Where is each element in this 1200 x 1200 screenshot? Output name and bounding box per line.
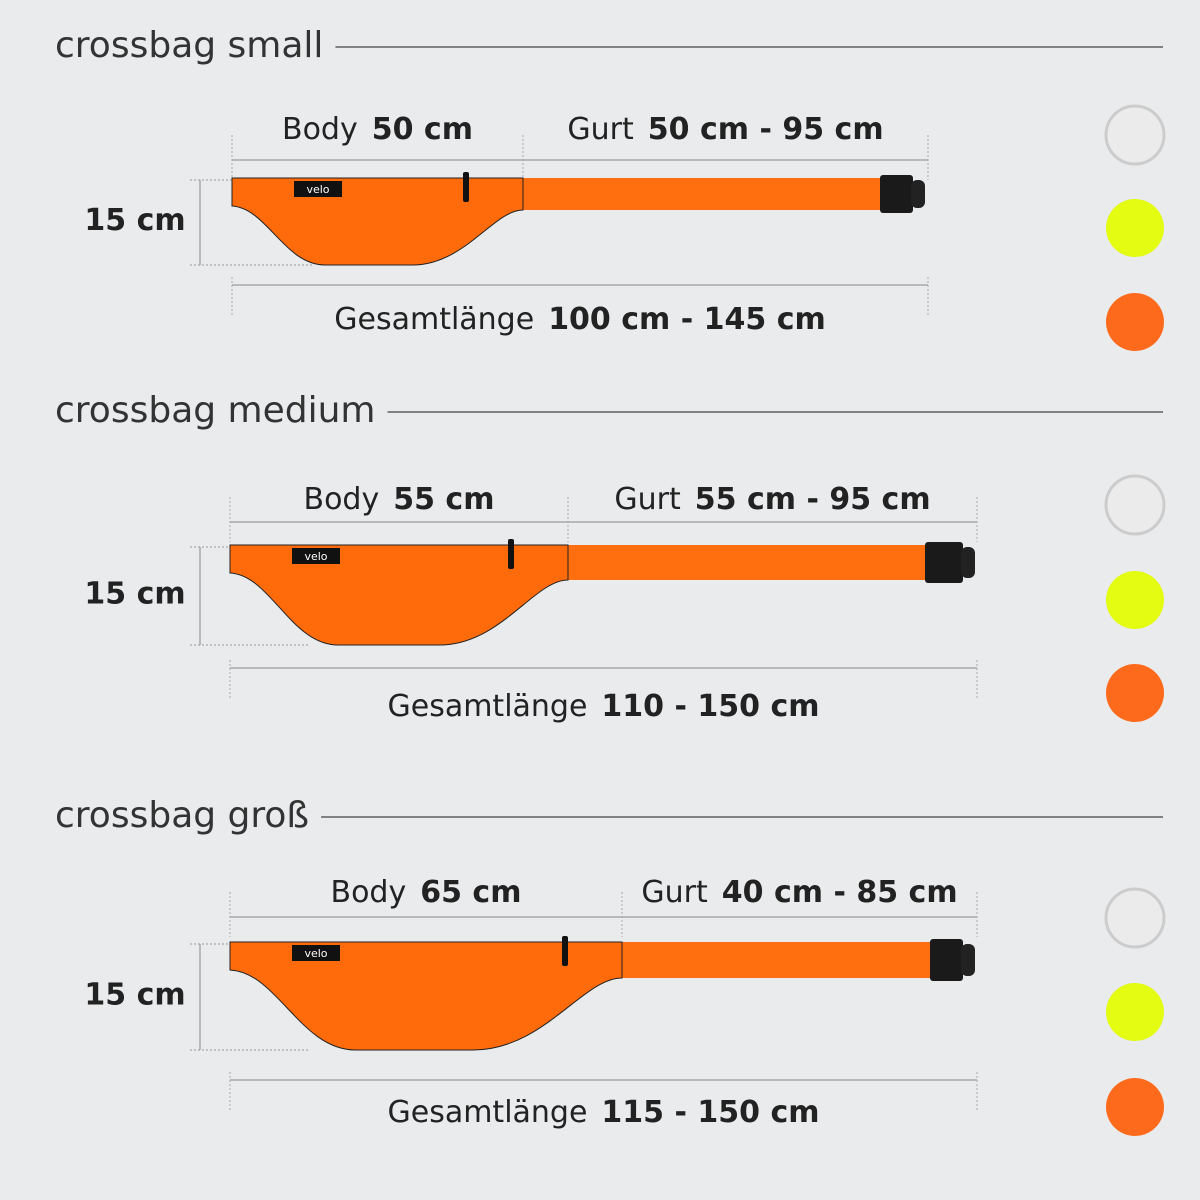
height-label: 15 cm: [84, 577, 185, 612]
logo: velo: [304, 947, 327, 960]
logo-tag: [292, 548, 340, 564]
label: Gesamtlänge: [334, 302, 534, 337]
label: Body: [331, 875, 407, 910]
logo: velo: [304, 550, 327, 563]
buckle-clip: [961, 547, 975, 578]
color-swatch[interactable]: [1106, 199, 1164, 257]
dimension-label: Body 65 cm: [331, 875, 522, 910]
label: Gesamtlänge: [387, 689, 587, 724]
label: Gurt: [567, 112, 634, 147]
section-title: crossbag small: [55, 25, 323, 66]
bag-body: [229, 544, 569, 646]
zipper-pull: [508, 539, 514, 569]
dimension-label: Gesamtlänge 115 - 150 cm: [387, 1095, 819, 1130]
dimension-label: Gurt 55 cm - 95 cm: [614, 482, 930, 517]
dimension-label: Body 50 cm: [282, 112, 473, 147]
logo-tag: [294, 181, 342, 197]
buckle: [880, 175, 913, 213]
height-label: 15 cm: [84, 203, 185, 238]
color-swatch[interactable]: [1106, 293, 1164, 351]
label: Body: [282, 112, 358, 147]
buckle-clip: [911, 180, 925, 208]
logo: velo: [306, 183, 329, 196]
bag-body: [229, 941, 623, 1051]
label: Gurt: [614, 482, 681, 517]
dimension-label: Gurt 40 cm - 85 cm: [641, 875, 957, 910]
bag-body: [231, 177, 524, 266]
dimension-label: Gurt 50 cm - 95 cm: [567, 112, 883, 147]
dimension-label: Gesamtlänge 100 cm - 145 cm: [334, 302, 826, 337]
value: 55 cm - 95 cm: [695, 482, 931, 517]
color-swatch[interactable]: [1104, 887, 1166, 949]
color-swatch[interactable]: [1106, 664, 1164, 722]
color-swatch[interactable]: [1106, 983, 1164, 1041]
section-title: crossbag groß: [55, 795, 309, 836]
value: 115 - 150 cm: [601, 1095, 819, 1130]
value: 65 cm: [420, 875, 521, 910]
zipper-pull: [463, 172, 469, 202]
dimension-label: Body 55 cm: [304, 482, 495, 517]
value: 55 cm: [393, 482, 494, 517]
value: 100 cm - 145 cm: [548, 302, 826, 337]
color-swatch[interactable]: [1106, 571, 1164, 629]
buckle: [925, 542, 963, 583]
strap: [564, 545, 925, 580]
value: 50 cm: [372, 112, 473, 147]
value: 110 - 150 cm: [601, 689, 819, 724]
color-swatch[interactable]: [1104, 104, 1166, 166]
value: 50 cm - 95 cm: [648, 112, 884, 147]
height-label: 15 cm: [84, 978, 185, 1013]
strap: [519, 178, 880, 210]
label: Gesamtlänge: [387, 1095, 587, 1130]
color-swatch[interactable]: [1106, 1078, 1164, 1136]
buckle-clip: [961, 944, 975, 976]
value: 40 cm - 85 cm: [722, 875, 958, 910]
buckle: [930, 939, 963, 981]
label: Body: [304, 482, 380, 517]
color-swatch[interactable]: [1104, 474, 1166, 536]
section-title: crossbag medium: [55, 390, 376, 431]
strap: [618, 942, 930, 978]
label: Gurt: [641, 875, 708, 910]
dimension-label: Gesamtlänge 110 - 150 cm: [387, 689, 819, 724]
logo-tag: [292, 945, 340, 961]
zipper-pull: [562, 936, 568, 966]
